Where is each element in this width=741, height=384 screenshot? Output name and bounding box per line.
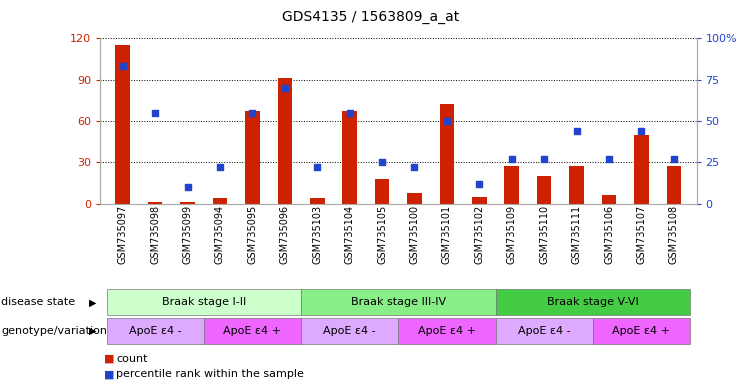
Point [149,110,161,116]
Text: count: count [116,354,148,364]
Bar [667,166,681,204]
Bar [496,318,593,344]
Text: ApoE ε4 -: ApoE ε4 - [518,326,571,336]
Point [636,128,648,134]
Bar [301,290,496,315]
Bar [342,111,357,204]
Bar [472,197,487,204]
Text: ▶: ▶ [89,326,96,336]
Bar [439,104,454,204]
Text: ApoE ε4 +: ApoE ε4 + [223,326,282,336]
Point [473,180,485,187]
Point [182,184,193,190]
Text: ApoE ε4 -: ApoE ε4 - [323,326,376,336]
Bar [569,166,584,204]
Bar [634,135,648,204]
Text: ApoE ε4 -: ApoE ε4 - [129,326,182,336]
Text: GDS4135 / 1563809_a_at: GDS4135 / 1563809_a_at [282,10,459,23]
Bar [213,198,227,204]
Text: disease state: disease state [1,297,76,308]
Bar [301,318,399,344]
Point [117,63,129,70]
Text: ApoE ε4 +: ApoE ε4 + [418,326,476,336]
Text: ■: ■ [104,354,114,364]
Bar [148,202,162,204]
Bar [537,176,551,204]
Point [571,128,582,134]
Point [376,159,388,166]
Text: ▶: ▶ [89,297,96,308]
Point [506,156,518,162]
Point [247,110,259,116]
Bar [245,111,259,204]
Text: genotype/variation: genotype/variation [1,326,107,336]
Bar [505,166,519,204]
Point [408,164,420,170]
Text: ApoE ε4 +: ApoE ε4 + [612,326,671,336]
Point [441,118,453,124]
Bar [496,290,690,315]
Bar [375,179,389,204]
Text: Braak stage V-VI: Braak stage V-VI [547,297,639,307]
Point [214,164,226,170]
Point [344,110,356,116]
Text: Braak stage I-II: Braak stage I-II [162,297,246,307]
Bar [310,198,325,204]
Text: ■: ■ [104,369,114,379]
Bar [408,192,422,204]
Bar [180,202,195,204]
Point [668,156,679,162]
Point [538,156,550,162]
Text: percentile rank within the sample: percentile rank within the sample [116,369,305,379]
Bar [602,195,617,204]
Bar [204,318,301,344]
Bar [107,318,204,344]
Point [279,85,290,91]
Text: Braak stage III-IV: Braak stage III-IV [350,297,446,307]
Bar [107,290,301,315]
Point [603,156,615,162]
Point [311,164,323,170]
Bar [593,318,690,344]
Bar [399,318,496,344]
Bar [278,78,292,204]
Bar [116,45,130,204]
